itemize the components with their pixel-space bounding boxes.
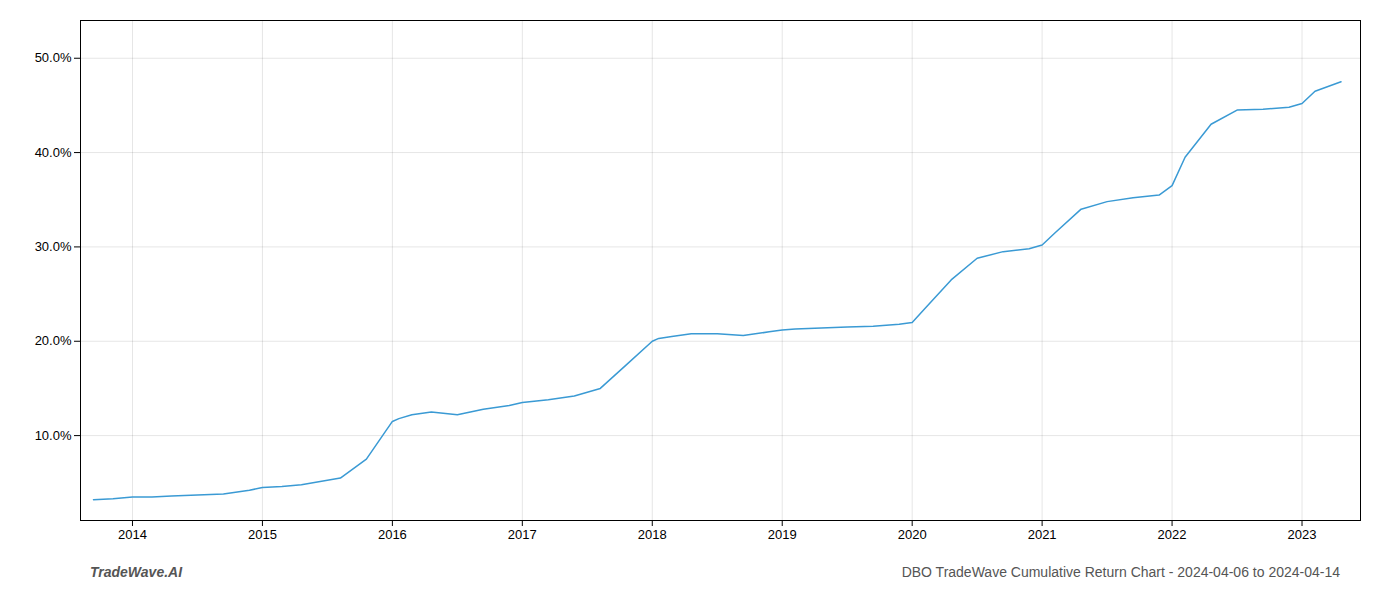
svg-text:2018: 2018 — [638, 527, 667, 542]
svg-text:2021: 2021 — [1028, 527, 1057, 542]
svg-text:2019: 2019 — [768, 527, 797, 542]
svg-text:2015: 2015 — [248, 527, 277, 542]
svg-text:2016: 2016 — [378, 527, 407, 542]
html-text:DBO TradeWave Cumulative Retur: DBO TradeWave Cumulative Return Chart - … — [901, 564, 1340, 580]
html-text:TradeWave.AI: TradeWave.AI — [90, 564, 183, 580]
svg-text:2022: 2022 — [1158, 527, 1187, 542]
svg-text:30.0%: 30.0% — [35, 239, 72, 254]
svg-text:10.0%: 10.0% — [35, 428, 72, 443]
svg-text:2020: 2020 — [898, 527, 927, 542]
svg-text:2023: 2023 — [1288, 527, 1317, 542]
svg-text:50.0%: 50.0% — [35, 50, 72, 65]
svg-text:20.0%: 20.0% — [35, 333, 72, 348]
svg-text:2014: 2014 — [118, 527, 147, 542]
svg-text:2017: 2017 — [508, 527, 537, 542]
svg-text:40.0%: 40.0% — [35, 145, 72, 160]
